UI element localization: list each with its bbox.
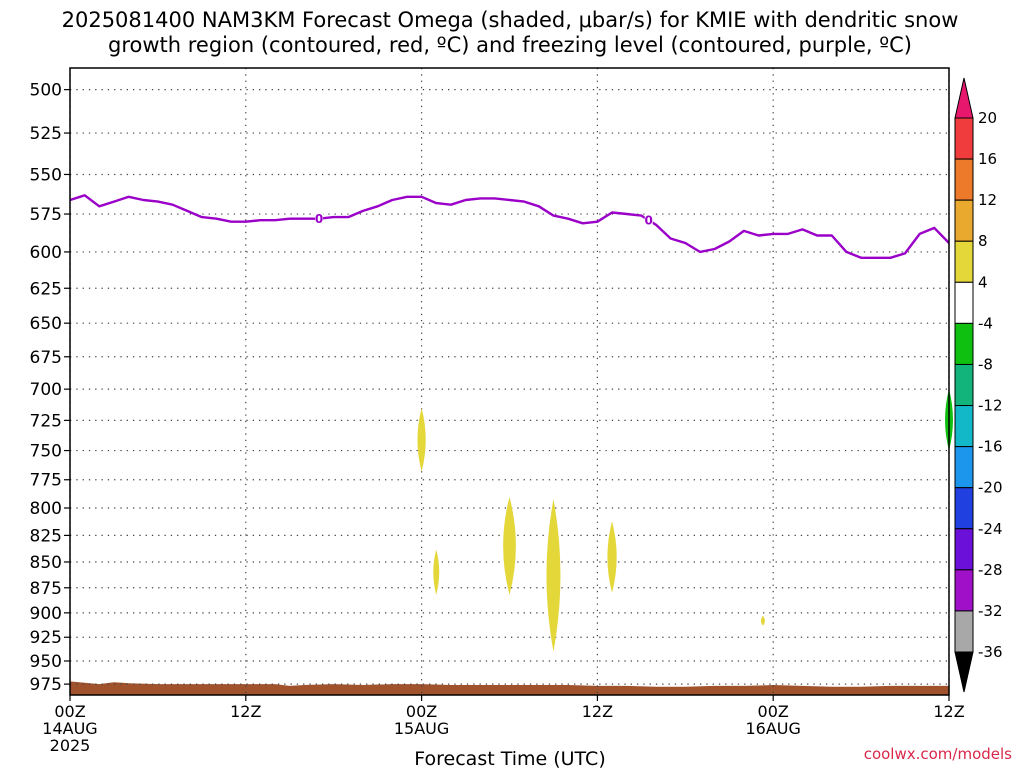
colorbar-label: -24	[978, 520, 1003, 538]
y-axis: 500 525 550 575 600 625 650 675 700 725 750 775 800 8…	[30, 81, 70, 695]
omega-region	[760, 615, 765, 626]
credit-text: coolwx.com/models	[864, 745, 1012, 763]
y-tick-label: 775	[30, 471, 62, 491]
x-tick-label: 2025	[50, 736, 91, 755]
colorbar-label: 4	[978, 273, 988, 291]
colorbar-label: -20	[978, 479, 1003, 497]
plot-frame	[69, 67, 950, 696]
colorbar-segment	[954, 199, 974, 242]
colorbar-segment	[954, 610, 974, 653]
title-line-1: 2025081400 NAM3KM Forecast Omega (shaded…	[62, 8, 959, 32]
x-tick-label: 00Z	[406, 702, 437, 721]
colorbar-label: 8	[978, 232, 988, 250]
colorbar-segment	[954, 528, 974, 571]
y-tick-label: 900	[30, 604, 62, 624]
colorbar-label: -36	[978, 643, 1003, 661]
y-tick-label: 800	[30, 499, 62, 519]
omega-region	[503, 496, 516, 595]
colorbar-segment	[954, 240, 974, 283]
x-tick-label: 12Z	[933, 702, 964, 721]
colorbar-segment	[954, 281, 974, 324]
colorbar-segment	[954, 487, 974, 530]
y-tick-label: 975	[30, 675, 62, 695]
colorbar-segment	[954, 405, 974, 448]
x-tick-label: 15AUG	[394, 719, 449, 738]
y-tick-label: 650	[30, 314, 62, 334]
x-tick-label: 14AUG	[42, 719, 97, 738]
colorbar-label: -28	[978, 561, 1003, 579]
y-tick-label: 575	[30, 205, 62, 225]
x-axis-label: Forecast Time (UTC)	[414, 748, 605, 768]
terrain-fill	[70, 681, 949, 695]
colorbar: 20 16 12 8 4 -4 -8 -12 -16 -20 -24 -28 -32 -36	[954, 77, 1003, 693]
y-tick-label: 850	[30, 553, 62, 573]
y-tick-label: 500	[30, 81, 62, 101]
omega-region	[417, 408, 426, 472]
y-tick-label: 925	[30, 628, 62, 648]
y-tick-label: 950	[30, 652, 62, 672]
contour-label: 0	[315, 212, 323, 226]
colorbar-segment	[954, 363, 974, 407]
x-tick-label: 00Z	[54, 702, 85, 721]
omega-region	[607, 521, 617, 593]
colorbar-label: -4	[978, 314, 993, 332]
colorbar-label: -12	[978, 397, 1003, 415]
contour-label-bg	[315, 211, 324, 226]
y-tick-label: 600	[30, 243, 62, 263]
contour-label-bg	[644, 213, 653, 228]
colorbar-bottom-arrow	[954, 651, 974, 693]
colorbar-segment	[954, 322, 974, 365]
y-tick-label: 875	[30, 579, 62, 599]
colorbar-label: 20	[978, 109, 997, 127]
colorbar-segment	[954, 446, 974, 489]
omega-region	[546, 499, 561, 652]
y-tick-label: 625	[30, 279, 62, 299]
omega-region	[433, 549, 440, 595]
x-tick-label: 00Z	[758, 702, 789, 721]
freezing-level-line	[69, 194, 950, 259]
x-tick-label: 12Z	[230, 702, 261, 721]
colorbar-segment	[954, 117, 974, 160]
colorbar-segment	[954, 158, 974, 201]
y-tick-label: 675	[30, 348, 62, 368]
y-tick-label: 750	[30, 442, 62, 462]
x-tick-label: 16AUG	[745, 719, 800, 738]
y-tick-label: 550	[30, 165, 62, 185]
x-tick-label: 12Z	[582, 702, 613, 721]
terrain-layer	[70, 681, 949, 695]
colorbar-top-arrow	[954, 77, 974, 119]
colorbar-label: -8	[978, 355, 993, 373]
colorbar-label: 12	[978, 191, 997, 209]
title-line-2: growth region (contoured, red, ºC) and f…	[108, 33, 912, 57]
plot-background	[70, 68, 949, 695]
y-tick-label: 725	[30, 411, 62, 431]
y-tick-label: 525	[30, 124, 62, 144]
contour-label: 0	[644, 214, 652, 228]
y-tick-label: 825	[30, 526, 62, 546]
colorbar-label: -32	[978, 602, 1003, 620]
colorbar-label: 16	[978, 150, 997, 168]
colorbar-segment	[954, 569, 974, 612]
y-tick-label: 700	[30, 380, 62, 400]
colorbar-label: -16	[978, 438, 1003, 456]
